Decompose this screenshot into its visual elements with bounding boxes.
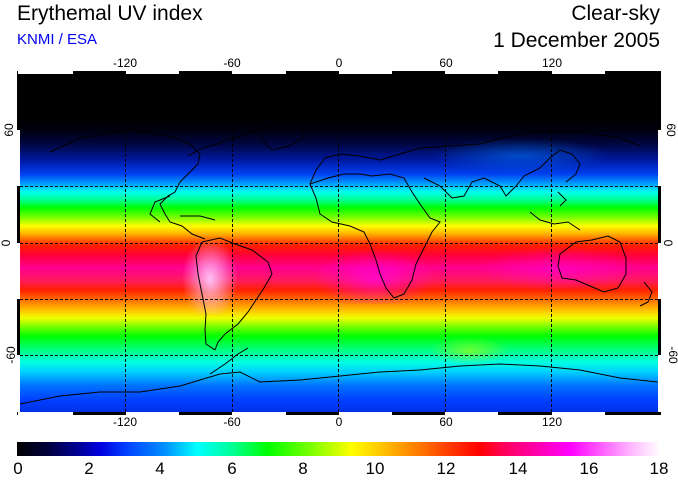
frame-segment-bottom bbox=[126, 412, 179, 415]
gridline-lat-60 bbox=[20, 130, 658, 131]
gridline-lat-0 bbox=[20, 243, 658, 244]
lat-label-left-60: 60 bbox=[2, 123, 17, 137]
map-title: Erythemal UV index bbox=[17, 2, 203, 25]
uv-index-map bbox=[20, 74, 658, 412]
uv-index-colorbar bbox=[17, 442, 660, 456]
frame-segment-top bbox=[445, 71, 498, 74]
frame-segment-bottom bbox=[339, 412, 392, 415]
gridline-lat-30 bbox=[20, 186, 658, 187]
colorbar-label-14: 14 bbox=[508, 459, 528, 478]
data-source-credit: KNMI / ESA bbox=[17, 31, 98, 48]
frame-segment-top bbox=[126, 71, 179, 74]
lon-label-top-60: 60 bbox=[439, 56, 453, 70]
colorbar-label-16: 16 bbox=[579, 459, 599, 478]
frame-segment-top bbox=[232, 71, 286, 74]
lat-label-right-m60: -60 bbox=[666, 346, 678, 364]
gridline-lat-m60 bbox=[20, 355, 658, 356]
lat-label-left-m60: -60 bbox=[4, 346, 19, 364]
lon-label-bottom-m60: -60 bbox=[223, 415, 241, 429]
colorbar-label-8: 8 bbox=[298, 459, 308, 478]
colorbar-label-18: 18 bbox=[649, 459, 669, 478]
gridline-lat-m30 bbox=[20, 299, 658, 300]
colorbar-label-6: 6 bbox=[227, 459, 237, 478]
frame-segment-top bbox=[552, 71, 605, 74]
lon-label-bottom-m120: -120 bbox=[112, 415, 138, 429]
lon-label-bottom-120: 120 bbox=[541, 415, 563, 429]
lat-label-left-0: 0 bbox=[0, 239, 13, 247]
frame-segment-bottom bbox=[232, 412, 286, 415]
lon-label-top-m120: -120 bbox=[112, 56, 138, 70]
lat-label-right-60: 60 bbox=[664, 123, 678, 137]
sky-condition-label: Clear-sky bbox=[571, 2, 660, 25]
lat-label-right-0: 0 bbox=[660, 239, 675, 247]
map-date: 1 December 2005 bbox=[493, 29, 660, 52]
frame-segment-right bbox=[658, 355, 661, 412]
frame-segment-top bbox=[339, 71, 392, 74]
frame-segment-top bbox=[18, 71, 73, 74]
frame-segment-left bbox=[17, 130, 20, 186]
frame-segment-left bbox=[17, 355, 20, 412]
colorbar-label-12: 12 bbox=[436, 459, 456, 478]
colorbar-label-2: 2 bbox=[84, 459, 94, 478]
frame-segment-bottom bbox=[18, 412, 73, 415]
frame-segment-bottom bbox=[552, 412, 605, 415]
colorbar-label-0: 0 bbox=[13, 459, 23, 478]
frame-segment-right bbox=[658, 130, 661, 186]
coastline-overlay bbox=[20, 123, 658, 405]
lon-label-top-m60: -60 bbox=[223, 56, 241, 70]
colorbar-label-4: 4 bbox=[155, 459, 165, 478]
colorbar-label-10: 10 bbox=[365, 459, 385, 478]
lon-label-bottom-60: 60 bbox=[439, 415, 453, 429]
frame-segment-bottom bbox=[445, 412, 498, 415]
lon-label-top-120: 120 bbox=[541, 56, 563, 70]
frame-segment-left bbox=[17, 243, 20, 299]
lon-label-bottom-0: 0 bbox=[335, 415, 343, 429]
frame-segment-right bbox=[658, 243, 661, 299]
lon-label-top-0: 0 bbox=[335, 56, 343, 70]
